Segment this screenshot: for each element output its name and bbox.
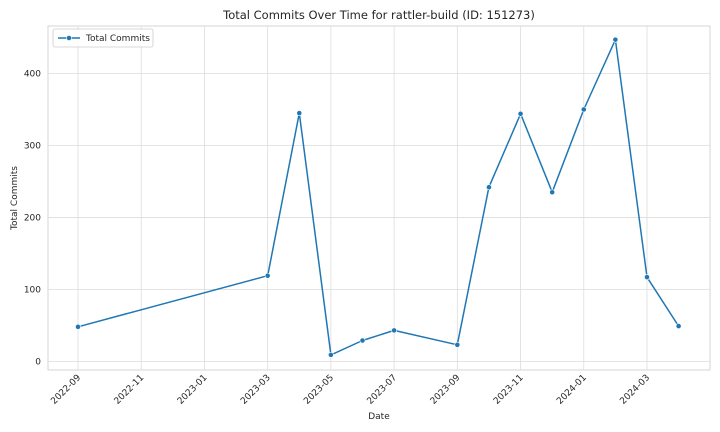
data-point [75,323,81,330]
data-point [675,323,682,330]
data-point [454,341,461,348]
legend: Total Commits [52,28,154,48]
y-tick-label: 100 [24,285,41,295]
legend-box [52,28,154,48]
x-tick-label: 2022-11 [113,373,147,407]
x-tick-label: 2023-09 [429,373,463,407]
x-tick-label: 2023-03 [239,373,273,407]
series [75,36,682,358]
data-point [264,272,271,279]
y-tick-label: 300 [24,141,41,151]
y-axis-label: Total Commits [10,166,20,231]
data-point [486,184,492,191]
x-tick-label: 2023-05 [302,373,336,407]
plot-background [47,25,711,371]
data-point [391,327,398,334]
y-tick-label: 0 [35,357,41,367]
grid [48,26,710,370]
chart-title: Total Commits Over Time for rattler-buil… [222,8,535,22]
data-point [327,351,334,358]
data-point [644,274,650,281]
y-tick-label: 200 [24,213,41,223]
data-point [549,189,556,196]
x-tick-label: 2022-09 [49,373,83,407]
data-point [612,36,619,43]
x-tick-label: 2023-11 [492,373,526,407]
x-tick-label: 2023-01 [176,373,210,407]
series-line [77,38,680,356]
x-tick-label: 2024-01 [555,373,589,407]
y-tick-label: 400 [24,69,41,79]
x-tick-label: 2023-07 [366,373,400,407]
y-ticks: 0 100 200 300 400 [24,69,41,367]
x-axis-label: Date [368,412,390,422]
x-tick-label: 2024-03 [618,373,652,407]
data-point [359,337,366,344]
legend-label: Total Commits [85,34,150,44]
x-ticks: 2022-09 2022-11 2023-01 2023-03 2023-05 2023-… [49,373,652,407]
data-point [517,110,524,117]
data-point [296,110,303,116]
legend-marker [66,35,72,41]
data-point [580,106,587,113]
